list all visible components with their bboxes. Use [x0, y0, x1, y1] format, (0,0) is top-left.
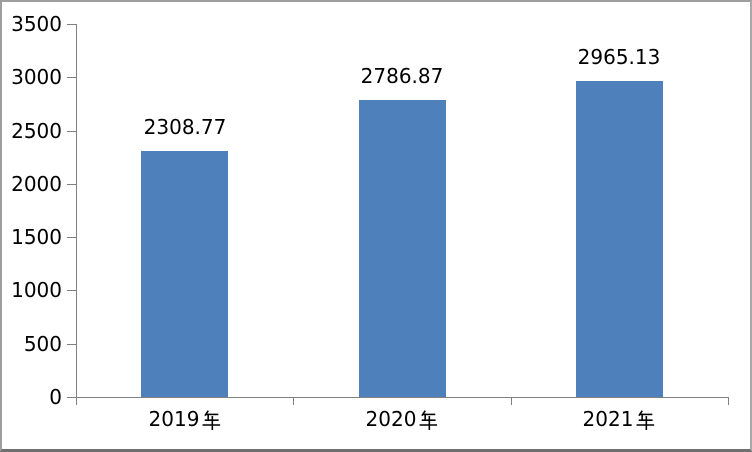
year-character-icon	[419, 409, 438, 430]
x-axis-line	[76, 397, 728, 398]
y-axis-line	[76, 24, 77, 405]
x-axis-label-year: 2019	[148, 407, 200, 431]
y-axis-tick-label: 1500	[11, 225, 62, 249]
y-axis-tick-label: 2500	[11, 119, 62, 143]
x-axis-label: 2021	[539, 407, 699, 431]
x-tick-mark	[511, 397, 512, 405]
x-tick-mark	[293, 397, 294, 405]
x-axis-label: 2020	[322, 407, 482, 431]
y-tick-mark	[67, 184, 76, 185]
x-axis-label-year: 2020	[365, 407, 417, 431]
x-tick-mark	[728, 397, 729, 405]
y-axis-tick-label: 1000	[11, 278, 62, 302]
year-character-icon	[636, 409, 655, 430]
y-axis-tick-label: 0	[49, 385, 62, 409]
year-character-icon	[202, 409, 221, 430]
y-tick-mark	[67, 24, 76, 25]
bar	[141, 151, 228, 397]
y-tick-mark	[67, 290, 76, 291]
y-tick-mark	[67, 131, 76, 132]
data-label: 2965.13	[577, 45, 661, 69]
y-tick-mark	[67, 237, 76, 238]
y-tick-mark	[67, 344, 76, 345]
y-axis-tick-label: 500	[23, 332, 62, 356]
bar	[576, 81, 663, 397]
y-axis-tick-label: 2000	[11, 172, 62, 196]
data-label: 2786.87	[360, 64, 444, 88]
data-label: 2308.77	[143, 115, 227, 139]
x-axis-label: 2019	[105, 407, 265, 431]
y-tick-mark	[67, 77, 76, 78]
y-axis-tick-label: 3000	[11, 65, 62, 89]
x-axis-label-year: 2021	[582, 407, 634, 431]
y-tick-mark	[67, 397, 76, 398]
y-axis-tick-label: 3500	[11, 12, 62, 36]
bar	[359, 100, 446, 397]
